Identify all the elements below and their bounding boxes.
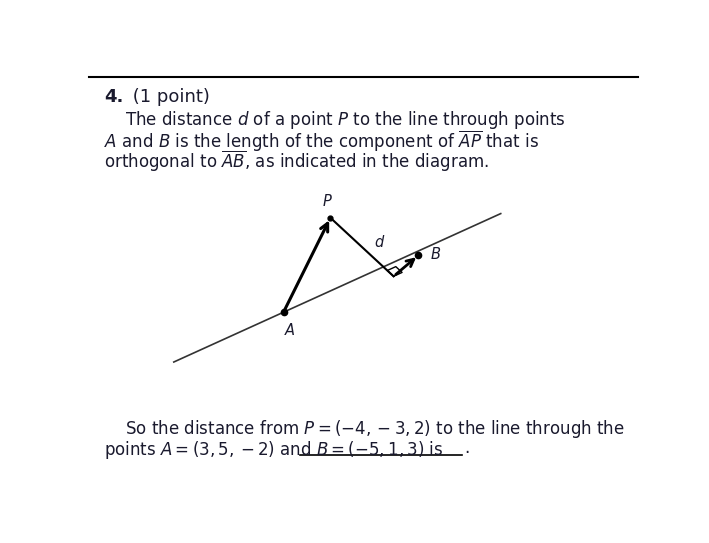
Text: $d$: $d$	[374, 234, 385, 250]
Text: $A$ and $B$ is the length of the component of $\overline{AP}$ that is: $A$ and $B$ is the length of the compone…	[104, 129, 539, 154]
Text: points $A = (3, 5, -2)$ and $B = (-5, 1, 3)$ is: points $A = (3, 5, -2)$ and $B = (-5, 1,…	[104, 439, 443, 460]
Text: 4.: 4.	[104, 88, 123, 106]
Text: $P$: $P$	[323, 193, 333, 209]
Text: .: .	[464, 439, 469, 457]
Text: $A$: $A$	[284, 322, 296, 338]
Text: orthogonal to $\overline{AB}$, as indicated in the diagram.: orthogonal to $\overline{AB}$, as indica…	[104, 149, 489, 174]
Text: (1 point): (1 point)	[126, 88, 209, 106]
Text: So the distance from $P = (-4, -3, 2)$ to the line through the: So the distance from $P = (-4, -3, 2)$ t…	[104, 419, 625, 440]
Text: The distance $d$ of a point $P$ to the line through points: The distance $d$ of a point $P$ to the l…	[104, 109, 566, 131]
Text: $B$: $B$	[430, 246, 442, 262]
